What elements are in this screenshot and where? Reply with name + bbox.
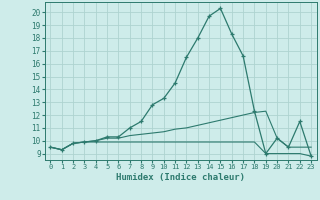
- X-axis label: Humidex (Indice chaleur): Humidex (Indice chaleur): [116, 173, 245, 182]
